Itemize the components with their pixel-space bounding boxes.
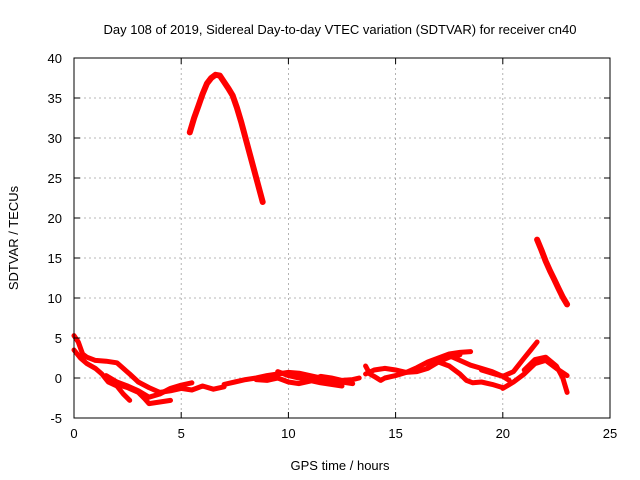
series-low-l <box>478 339 540 379</box>
plot-frame <box>73 57 611 419</box>
series-low-n <box>521 354 570 395</box>
series-low-a <box>71 333 227 395</box>
plot-series <box>71 71 571 407</box>
x-tick-label: 25 <box>603 426 617 441</box>
x-tick-label: 20 <box>496 426 510 441</box>
series-arc-high-late <box>534 236 571 308</box>
axis-ticks: 0 5 10 15 20 25 -5 0 5 10 15 20 25 30 35 40 <box>48 51 618 441</box>
y-tick-label: 40 <box>48 51 62 66</box>
x-axis-label: GPS time / hours <box>291 458 390 473</box>
y-tick-label: 20 <box>48 211 62 226</box>
series-low-b <box>71 347 133 403</box>
y-tick-label: 25 <box>48 171 62 186</box>
x-tick-label: 0 <box>70 426 77 441</box>
series-low-k <box>436 359 506 391</box>
y-tick-label: 15 <box>48 251 62 266</box>
y-tick-label: 30 <box>48 131 62 146</box>
series-arc-high-midday <box>186 71 266 205</box>
series-low-d <box>114 381 173 407</box>
chart-title: Day 108 of 2019, Sidereal Day-to-day VTE… <box>103 22 576 37</box>
y-tick-label: 10 <box>48 291 62 306</box>
y-tick-label: 35 <box>48 91 62 106</box>
y-axis-label: SDTVAR / TECUs <box>6 185 21 290</box>
x-tick-label: 10 <box>281 426 295 441</box>
x-tick-label: 5 <box>178 426 185 441</box>
x-tick-label: 15 <box>388 426 402 441</box>
y-tick-label: -5 <box>50 411 62 426</box>
y-tick-label: 0 <box>55 371 62 386</box>
series-low-g <box>275 369 345 389</box>
y-tick-label: 5 <box>55 331 62 346</box>
